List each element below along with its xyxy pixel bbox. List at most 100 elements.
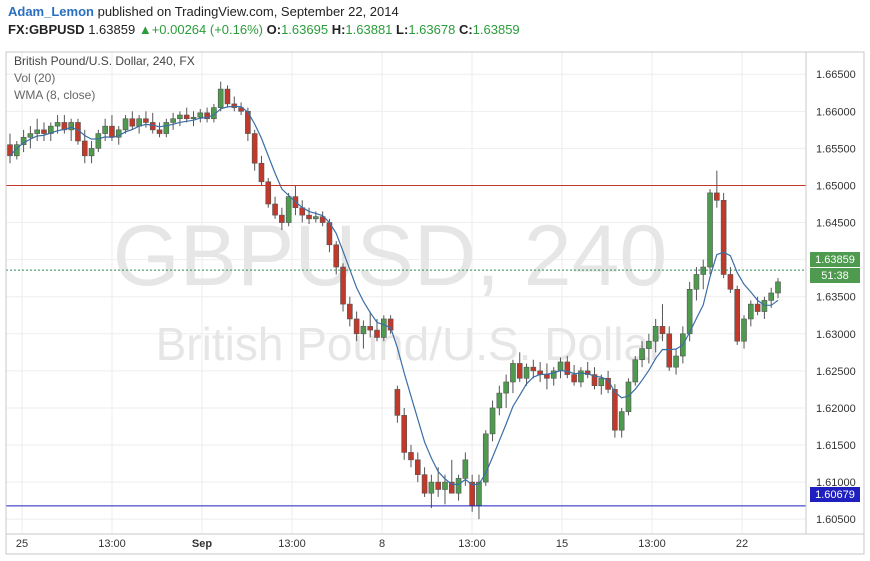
price-tags: 1.63859 51:38 1.60679 xyxy=(810,252,860,502)
candle-body xyxy=(727,274,734,290)
y-tick-label: 1.61000 xyxy=(816,477,856,489)
candle-body xyxy=(550,370,557,379)
candle-body xyxy=(720,200,727,275)
candle-body xyxy=(367,326,374,331)
candle-body xyxy=(748,303,754,320)
y-tick-label: 1.62500 xyxy=(816,366,856,378)
candle-body xyxy=(666,333,673,368)
candle-body xyxy=(306,214,312,220)
candle-body xyxy=(448,481,455,494)
candle-body xyxy=(618,411,625,431)
watermark-symbol: GBPUSD, 240 xyxy=(113,208,667,304)
y-tick-label: 1.63000 xyxy=(816,329,856,341)
y-tick-label: 1.61500 xyxy=(816,440,856,452)
x-tick-label: 13:00 xyxy=(98,538,126,550)
last-price-tag: 1.63859 xyxy=(815,254,855,266)
time-axis[interactable] xyxy=(5,533,865,555)
candle-body xyxy=(557,361,564,372)
author-link[interactable]: Adam_Lemon xyxy=(8,4,94,19)
open-value: 1.63695 xyxy=(281,22,329,37)
candle-body xyxy=(197,112,204,118)
y-tick-label: 1.65000 xyxy=(816,180,856,192)
candle-body xyxy=(578,370,584,383)
candle-body xyxy=(156,129,163,134)
watermark-name: British Pound/U.S. Dollar xyxy=(156,318,665,370)
legend: British Pound/U.S. Dollar, 240, FX Vol (… xyxy=(14,54,195,102)
candle-body xyxy=(401,415,407,453)
countdown-tag: 51:38 xyxy=(821,270,849,282)
x-axis-ticks: 25 13:00 Sep 13:00 8 13:00 15 13:00 22 xyxy=(16,538,748,550)
candle-body xyxy=(496,392,503,409)
grid xyxy=(6,52,806,534)
symbol-label: FX:GBPUSD xyxy=(8,22,85,37)
candle-body xyxy=(88,148,95,157)
candle-body xyxy=(95,133,102,149)
candle-body xyxy=(265,181,272,205)
wma-line xyxy=(9,105,779,486)
candle-body xyxy=(707,192,713,268)
candle-body xyxy=(204,112,210,120)
candle-body xyxy=(54,122,61,127)
change-arrow-icon: ▲ xyxy=(138,22,152,37)
candle-body xyxy=(428,481,435,494)
candle-body xyxy=(435,481,441,490)
candle-body xyxy=(387,318,394,331)
candle-body xyxy=(469,481,475,507)
candle-body xyxy=(27,133,34,138)
candle-body xyxy=(652,326,659,342)
candle-body xyxy=(251,133,258,164)
last-price: 1.63859 xyxy=(88,22,136,37)
candle-body xyxy=(734,288,741,342)
candle-body xyxy=(673,355,679,368)
candle-body xyxy=(523,366,530,379)
candle-body xyxy=(598,377,605,386)
quote-line: FX:GBPUSD 1.63859 ▲+0.00264 (+0.16%) O:1… xyxy=(8,22,520,37)
legend-wma: WMA (8, close) xyxy=(14,88,95,102)
candle-body xyxy=(360,326,367,335)
candle-body xyxy=(584,370,591,375)
published-text: published on TradingView.com, September … xyxy=(97,4,399,19)
support-tag-bg xyxy=(810,487,860,502)
candle-body xyxy=(122,118,129,131)
candle-body xyxy=(768,292,775,301)
candle-body xyxy=(102,125,108,134)
candle-body xyxy=(693,274,700,290)
candle-body xyxy=(313,216,319,220)
candle-body xyxy=(571,374,577,383)
candle-body xyxy=(714,192,720,201)
candle-body xyxy=(612,389,618,431)
legend-volume: Vol (20) xyxy=(14,71,55,85)
y-tick-label: 1.66500 xyxy=(816,69,856,81)
candle-body xyxy=(109,125,115,138)
y-tick-label: 1.64500 xyxy=(816,218,856,230)
candle-body xyxy=(68,122,74,131)
candle-body xyxy=(347,303,353,320)
candle-body xyxy=(258,162,265,183)
y-tick-label: 1.66000 xyxy=(816,106,856,118)
x-tick-label: 13:00 xyxy=(278,538,306,550)
candle-body xyxy=(374,329,380,338)
publish-line: Adam_Lemon published on TradingView.com,… xyxy=(8,4,399,19)
candle-body xyxy=(394,389,401,416)
candle-body xyxy=(319,216,326,223)
x-tick-label: 22 xyxy=(736,538,748,550)
open-label: O: xyxy=(266,22,282,37)
candle-body xyxy=(408,452,414,461)
candle-body xyxy=(143,118,149,123)
y-tick-label: 1.65500 xyxy=(816,143,856,155)
x-tick-label: 25 xyxy=(16,538,28,550)
candle-body xyxy=(686,288,693,335)
candle-body xyxy=(163,122,170,134)
candle-body xyxy=(381,318,387,338)
low-label: L: xyxy=(396,22,409,37)
candle-body xyxy=(632,359,639,383)
candle-body xyxy=(761,300,768,312)
candle-body xyxy=(462,459,469,479)
countdown-tag-bg xyxy=(810,268,860,283)
x-tick-label: Sep xyxy=(192,538,212,550)
candle-body xyxy=(442,481,448,490)
x-tick-label: 15 xyxy=(556,538,568,550)
candle-body xyxy=(129,118,136,127)
candle-body xyxy=(700,266,707,275)
